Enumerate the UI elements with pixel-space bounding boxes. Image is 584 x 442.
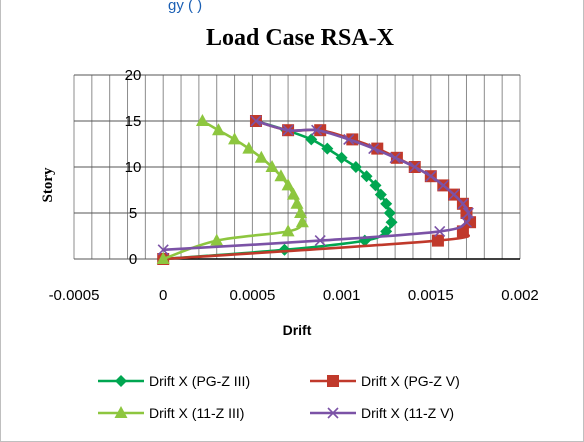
- data-point: [385, 216, 398, 229]
- series-4: [157, 115, 474, 256]
- data-point: [311, 124, 323, 136]
- data-point: [380, 197, 393, 210]
- data-point: [434, 225, 446, 237]
- x-tick-label: -0.0005: [49, 287, 100, 304]
- data-point: [290, 196, 304, 209]
- y-tick-label: 0: [129, 251, 137, 268]
- data-point: [115, 375, 127, 387]
- data-point-stroke: [250, 115, 262, 127]
- legend-label: Drift X (PG-Z III): [149, 373, 250, 389]
- y-tick-label: 10: [125, 159, 142, 176]
- data-point: [295, 215, 309, 228]
- data-point: [210, 233, 224, 246]
- data-point: [425, 170, 437, 182]
- legend-label: Drift X (11-Z III): [149, 405, 244, 421]
- series-3: [156, 114, 309, 264]
- series-line: [163, 119, 471, 252]
- data-point: [281, 224, 295, 237]
- data-point: [380, 225, 393, 238]
- data-point: [431, 234, 444, 247]
- data-point: [462, 207, 474, 219]
- y-tick-label: 5: [129, 205, 137, 222]
- x-tick-label: 0.002: [501, 287, 539, 304]
- x-tick-label: 0.0005: [229, 287, 275, 304]
- data-point: [368, 143, 380, 155]
- data-point: [114, 406, 128, 418]
- top-fragment-text: gy ( ): [168, 0, 202, 14]
- data-point-stroke: [460, 216, 473, 228]
- x-tick-label: 0: [159, 287, 167, 304]
- data-point: [286, 187, 300, 200]
- data-point: [265, 160, 279, 172]
- data-point: [282, 124, 294, 136]
- data-point-stroke: [327, 407, 339, 419]
- data-point-stroke: [343, 133, 355, 145]
- data-point-stroke: [389, 152, 401, 164]
- data-point-stroke: [462, 207, 474, 219]
- data-point-stroke: [311, 124, 323, 136]
- data-point-stroke: [157, 244, 169, 256]
- data-point: [327, 375, 339, 387]
- series-group: [156, 114, 477, 265]
- data-point: [281, 178, 295, 191]
- data-point: [242, 141, 256, 154]
- x-tick-label: 0.001: [323, 287, 361, 304]
- data-point: [457, 198, 469, 210]
- data-point: [321, 142, 334, 155]
- y-tick-label: 15: [125, 113, 142, 130]
- data-point-stroke: [437, 179, 449, 191]
- data-point: [389, 152, 401, 164]
- legend-item: Drift X (PG-Z III): [98, 373, 250, 389]
- data-point: [212, 123, 226, 136]
- data-point: [464, 216, 477, 229]
- data-point: [349, 161, 362, 173]
- chart-title: Load Case RSA-X: [206, 25, 395, 51]
- legend: Drift X (PG-Z III) Drift X (PG-Z V) Drift …: [98, 373, 460, 421]
- data-point-stroke: [368, 143, 380, 155]
- data-point-stroke: [314, 235, 326, 247]
- data-point: [274, 169, 288, 182]
- data-point: [156, 252, 170, 264]
- x-axis-title: Drift: [283, 322, 312, 338]
- data-point: [314, 235, 326, 247]
- data-point: [369, 179, 382, 192]
- data-point-stroke: [434, 225, 446, 237]
- data-point: [360, 170, 373, 183]
- data-point-stroke: [409, 161, 421, 173]
- data-point: [195, 114, 209, 126]
- data-point: [228, 132, 242, 145]
- data-point: [343, 133, 355, 145]
- y-tick-label: 20: [125, 67, 142, 84]
- data-point: [157, 244, 169, 256]
- data-point: [448, 189, 460, 201]
- data-point: [250, 115, 262, 127]
- data-point-stroke: [457, 198, 469, 210]
- tick-labels: 0 5 10 15 20 -0.0005 0 0.0005 0.001 0.0015 0.002: [49, 67, 539, 304]
- data-point: [460, 216, 473, 228]
- data-point: [294, 206, 308, 218]
- legend-label: Drift X (PG-Z V): [361, 373, 460, 389]
- data-point-stroke: [448, 189, 460, 201]
- data-point: [383, 207, 396, 219]
- data-point-stroke: [282, 124, 294, 136]
- legend-item: Drift X (PG-Z V): [310, 373, 460, 389]
- data-point-stroke: [425, 170, 437, 182]
- data-point: [437, 179, 449, 191]
- data-point: [305, 133, 318, 146]
- data-point: [374, 188, 387, 201]
- x-tick-label: 0.0015: [408, 287, 454, 304]
- data-point: [335, 151, 348, 164]
- data-point: [327, 407, 339, 419]
- data-point: [254, 150, 268, 163]
- legend-item: Drift X (11-Z V): [310, 405, 454, 421]
- legend-label: Drift X (11-Z V): [361, 405, 454, 421]
- legend-item: Drift X (11-Z III): [98, 405, 244, 421]
- data-point: [409, 161, 421, 173]
- y-axis-title: Story: [40, 167, 56, 202]
